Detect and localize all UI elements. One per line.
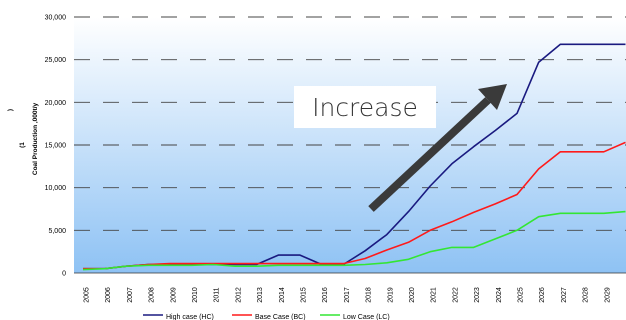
- y-tick-label: 30,000: [45, 15, 67, 22]
- x-tick-label: 2017: [344, 287, 351, 303]
- x-tick-label: 2020: [409, 287, 416, 303]
- y-axis-label: Coal Production ,000t/y) (1: [7, 103, 39, 176]
- increase-annotation: Increase: [294, 84, 507, 212]
- y-axis-label-unit: (1: [19, 142, 26, 148]
- series-line: [83, 141, 626, 270]
- series-lines: [82, 43, 626, 271]
- annotation-box: [294, 86, 436, 128]
- x-tick-label: 2026: [539, 287, 546, 303]
- y-axis-label-paren: ): [7, 109, 14, 111]
- y-tick-label: 15,000: [45, 143, 67, 150]
- x-tick-label: 2014: [279, 287, 286, 303]
- x-tick-label: 2021: [431, 287, 438, 303]
- legend: High case (HC) Base Case (BC) Low Case (LC…: [143, 314, 390, 320]
- legend-label: Base Case (BC): [255, 314, 306, 320]
- y-tick-label: 20,000: [45, 100, 67, 107]
- legend-label: High case (HC): [166, 314, 214, 320]
- x-tick-label: 2012: [235, 287, 242, 303]
- y-tick-label: 10,000: [45, 185, 67, 192]
- x-tick-label: 2022: [452, 287, 459, 303]
- x-tick-label: 2011: [214, 287, 221, 302]
- y-tick-label: 0: [62, 271, 66, 278]
- x-axis-ticks: 2005 2006 2007 2008 2009 2010 2011 2012 2013 2014…: [84, 287, 612, 303]
- x-tick-label: 2005: [84, 287, 91, 303]
- x-tick-label: 2028: [583, 287, 590, 303]
- y-tick-label: 25,000: [45, 57, 67, 64]
- x-tick-label: 2018: [366, 287, 373, 303]
- x-tick-label: 2027: [561, 287, 568, 303]
- x-tick-label: 2009: [170, 287, 177, 303]
- x-tick-label: 2025: [518, 287, 525, 303]
- legend-label: Low Case (LC): [343, 314, 390, 320]
- x-tick-label: 2013: [257, 287, 264, 303]
- x-tick-label: 2015: [301, 287, 308, 303]
- x-tick-label: 2024: [496, 287, 503, 303]
- y-axis-ticks: 0 5,000 10,000 15,000 20,000 25,000 30,000: [45, 15, 67, 278]
- annotation-arrow-shaft: [368, 97, 491, 212]
- x-tick-label: 2006: [105, 287, 112, 303]
- y-tick-label: 5,000: [48, 228, 66, 235]
- x-tick-label: 2029: [604, 287, 611, 303]
- x-tick-label: 2019: [387, 287, 394, 303]
- x-tick-label: 2010: [192, 287, 199, 303]
- y-axis-label-text: Coal Production ,000t/y: [32, 103, 39, 176]
- annotation-text: Increase: [312, 93, 418, 122]
- x-tick-label: 2007: [127, 287, 134, 303]
- x-tick-label: 2016: [322, 287, 329, 303]
- annotation-arrowhead: [478, 84, 507, 110]
- x-tick-label: 2023: [474, 287, 481, 303]
- x-tick-label: 2008: [149, 287, 156, 303]
- series-line: [82, 210, 626, 271]
